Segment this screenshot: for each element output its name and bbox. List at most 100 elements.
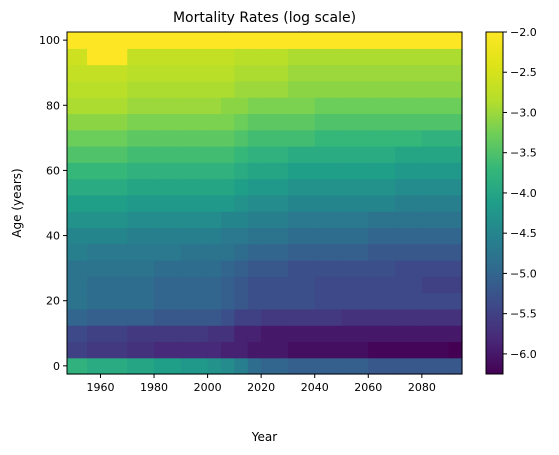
heatmap-cell [127, 48, 155, 66]
heatmap-cell [314, 194, 343, 212]
heatmap-cell [180, 162, 209, 180]
heatmap-cell [180, 341, 209, 359]
heatmap-cell [207, 292, 222, 310]
heatmap-cell [127, 97, 155, 115]
heatmap-cell [207, 113, 222, 131]
heatmap-cell [368, 325, 396, 343]
heatmap-cell [287, 357, 316, 375]
heatmap-cell [287, 80, 316, 98]
heatmap-cell [247, 325, 262, 343]
heatmap-cell [368, 64, 396, 82]
heatmap-cell [247, 32, 262, 49]
heatmap-cell [154, 243, 182, 261]
colorbar-tick-label: −3.5 [510, 147, 537, 160]
heatmap-cell [287, 48, 316, 66]
heatmap-cell [341, 357, 369, 375]
colorbar-tick-label: −4.5 [510, 227, 537, 240]
heatmap-cell [154, 325, 182, 343]
heatmap-cell [220, 32, 235, 49]
heatmap-cell [67, 276, 88, 294]
heatmap-cell [341, 243, 369, 261]
heatmap-cell [395, 97, 423, 115]
heatmap-cell [207, 243, 222, 261]
heatmap-cell [368, 178, 396, 196]
heatmap-cell [368, 308, 396, 326]
heatmap-cell [395, 32, 423, 49]
x-tick-label: 2020 [247, 381, 275, 394]
heatmap-cell [261, 162, 289, 180]
heatmap-cell [314, 146, 343, 163]
heatmap-cell [395, 129, 423, 147]
colorbar-tick-label: −2.5 [510, 66, 537, 79]
heatmap-cell [87, 32, 128, 49]
heatmap-cell [341, 129, 369, 147]
heatmap-cell [368, 113, 396, 131]
heatmap-cell [261, 276, 289, 294]
heatmap-cell [314, 260, 343, 277]
heatmap-cell [220, 97, 235, 115]
heatmap-cell [287, 146, 316, 163]
heatmap-cell [154, 129, 182, 147]
y-tick-label: 60 [46, 164, 60, 177]
heatmap-cell [154, 32, 182, 49]
heatmap-cell [220, 113, 235, 131]
colorbar-gradient [486, 32, 503, 374]
heatmap-cell [421, 341, 450, 359]
heatmap-cell [154, 211, 182, 229]
heatmap-cell [247, 227, 262, 245]
heatmap-cell [395, 308, 423, 326]
heatmap-cell [207, 325, 222, 343]
heatmap-cell [247, 260, 262, 277]
heatmap-cells [67, 32, 463, 375]
heatmap-cell [368, 48, 396, 66]
heatmap-cell [154, 64, 182, 82]
heatmap-cell [341, 64, 369, 82]
heatmap-cell [180, 357, 209, 375]
heatmap-cell [261, 146, 289, 163]
heatmap-cell [261, 194, 289, 212]
heatmap-cell [207, 64, 222, 82]
heatmap-cell [287, 162, 316, 180]
heatmap-cell [287, 227, 316, 245]
heatmap-cell [421, 292, 450, 310]
heatmap-cell [287, 308, 316, 326]
heatmap-cell [448, 64, 463, 82]
heatmap-cell [207, 194, 222, 212]
heatmap-cell [154, 146, 182, 163]
heatmap-cell [314, 178, 343, 196]
heatmap-cell [448, 129, 463, 147]
heatmap-cell [127, 211, 155, 229]
colorbar-tick-label: −6.0 [510, 348, 537, 361]
heatmap-cell [314, 292, 343, 310]
heatmap-cell [127, 129, 155, 147]
heatmap-cell [368, 243, 396, 261]
heatmap-cell [220, 80, 235, 98]
heatmap-cell [87, 113, 128, 131]
heatmap-cell [395, 227, 423, 245]
heatmap-cell [207, 357, 222, 375]
heatmap-cell [341, 341, 369, 359]
heatmap-cell [180, 146, 209, 163]
heatmap-cell [127, 146, 155, 163]
colorbar-tick-label: −3.0 [510, 106, 537, 119]
heatmap-cell [395, 178, 423, 196]
heatmap-cell [67, 48, 88, 66]
heatmap-cell [87, 276, 128, 294]
heatmap-cell [261, 48, 289, 66]
heatmap-cell [247, 80, 262, 98]
heatmap-cell [180, 194, 209, 212]
heatmap-cell [261, 113, 289, 131]
heatmap-cell [261, 243, 289, 261]
heatmap-cell [247, 64, 262, 82]
heatmap-cell [180, 308, 209, 326]
heatmap-cell [261, 178, 289, 196]
heatmap-cell [314, 276, 343, 294]
heatmap-cell [180, 64, 209, 82]
heatmap-cell [421, 260, 450, 277]
heatmap-cell [247, 276, 262, 294]
heatmap-cell [127, 357, 155, 375]
heatmap-cell [127, 341, 155, 359]
heatmap-cell [180, 113, 209, 131]
heatmap-cell [247, 162, 262, 180]
heatmap-cell [341, 97, 369, 115]
